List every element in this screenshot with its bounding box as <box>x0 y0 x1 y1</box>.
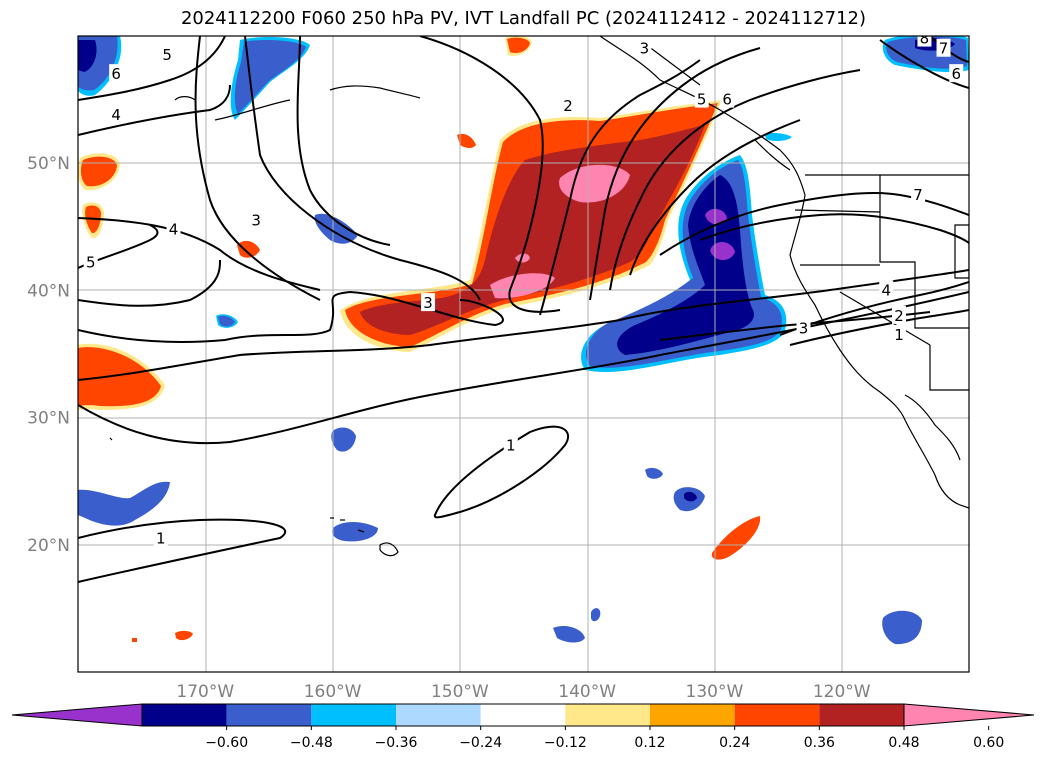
contour-label-bg <box>949 64 964 83</box>
contour-label: 6 <box>951 65 961 83</box>
contour-label-bg <box>160 45 175 64</box>
contour-label-bg <box>166 219 181 238</box>
colorbar-tick-label: −0.60 <box>205 735 248 751</box>
colorbar-segment <box>734 704 820 726</box>
colorbar-tick-label: 0.24 <box>719 735 750 751</box>
colorbar-segment <box>396 704 481 726</box>
contour-label-bg <box>109 104 124 123</box>
colorbar-extend-low <box>11 703 143 727</box>
contour-label: 4 <box>111 106 121 124</box>
contour-label: 4 <box>881 281 891 299</box>
contour-label: 5 <box>697 91 707 109</box>
colorbar-tick-label: −0.36 <box>375 735 418 751</box>
contour-label-bg <box>936 38 951 57</box>
contour-label-bg <box>917 36 932 47</box>
contour-label: 6 <box>111 65 121 83</box>
contour-label-bg <box>879 280 894 299</box>
colorbar-tick-label: −0.24 <box>459 735 502 751</box>
contour-label-bg <box>796 318 811 337</box>
map-frame <box>77 35 970 673</box>
colorbar-segment <box>819 704 904 726</box>
contour-label-bg <box>694 89 709 108</box>
lon-tick-label: 170°W <box>176 682 234 702</box>
page-title: 2024112200 F060 250 hPa PV, IVT Landfall… <box>180 8 867 29</box>
contour-label: 7 <box>913 186 923 204</box>
gridlines <box>78 36 969 672</box>
contour-label-bg <box>891 305 906 324</box>
contour-label-bg <box>83 252 98 271</box>
colorbar-segment <box>311 704 396 726</box>
contour-label-bg <box>561 95 576 114</box>
contour-label: 7 <box>939 40 949 58</box>
contour-label-bg <box>720 89 735 108</box>
contour-label: 2 <box>563 97 573 115</box>
contour-label-bg <box>153 528 168 547</box>
contour-label: 4 <box>169 220 179 238</box>
negative-anomaly-060-a <box>705 208 727 225</box>
colorbar-segment <box>480 704 566 726</box>
colorbar-tick-label: −0.48 <box>290 735 333 751</box>
colorbar-tick-label: 0.48 <box>888 735 919 751</box>
contour-label: 5 <box>86 253 96 271</box>
contour-label-bg <box>249 210 264 229</box>
colorbar-tick-label: 0.12 <box>634 735 665 751</box>
contour-label-bg <box>109 64 124 83</box>
negative-anomaly-060-b <box>710 241 735 261</box>
contour-label: 3 <box>423 294 433 312</box>
contour-label-bg <box>891 324 906 343</box>
contour-label: 6 <box>722 91 732 109</box>
contour-label-bg <box>421 293 436 312</box>
colorbar-frame <box>141 703 905 727</box>
lon-tick-label: 150°W <box>431 682 489 702</box>
contour-label-bg <box>911 185 926 203</box>
contour-label: 3 <box>251 211 261 229</box>
contour-label-bg <box>503 435 518 454</box>
lat-tick-label: 50°N <box>27 154 70 174</box>
colorbar-segment <box>650 704 735 726</box>
contour-label: 3 <box>640 40 650 58</box>
lat-tick-label: 20°N <box>27 536 70 556</box>
lat-tick-label: 30°N <box>27 409 70 429</box>
positive-anomaly-060-b <box>490 273 555 299</box>
islands <box>109 437 399 557</box>
latitude-labels: 20°N 30°N 40°N 50°N <box>27 154 70 556</box>
contour-label: 3 <box>799 320 809 338</box>
colorbar-tick-label: 0.36 <box>804 735 835 751</box>
contour-label-bg <box>637 38 652 57</box>
lon-tick-label: 140°W <box>558 682 616 702</box>
colorbar-segment <box>142 704 227 726</box>
colorbar-segment <box>565 704 650 726</box>
contour-label: 8 <box>920 30 930 48</box>
colorbar-extend-high <box>903 703 1035 727</box>
lon-tick-label: 130°W <box>686 682 744 702</box>
lon-tick-label: 160°W <box>304 682 362 702</box>
colorbar-tick-label: 0.60 <box>973 735 1004 751</box>
lon-tick-label: 120°W <box>813 682 871 702</box>
colorbar-segment <box>226 704 312 726</box>
contour-label: 5 <box>162 46 172 64</box>
colorbar-tick-label: −0.12 <box>544 735 587 751</box>
contour-label: 1 <box>156 529 166 547</box>
contour-label: 1 <box>506 437 516 455</box>
contour-label: 2 <box>894 307 904 325</box>
colorbar: −0.60 −0.48 −0.36 −0.24 −0.12 0.12 0.24 0.36 0.4… <box>11 703 1035 751</box>
longitude-labels: 170°W 160°W 150°W 140°W 130°W 120°W <box>176 682 870 702</box>
contour-label: 1 <box>894 326 904 344</box>
lat-tick-label: 40°N <box>27 281 70 301</box>
